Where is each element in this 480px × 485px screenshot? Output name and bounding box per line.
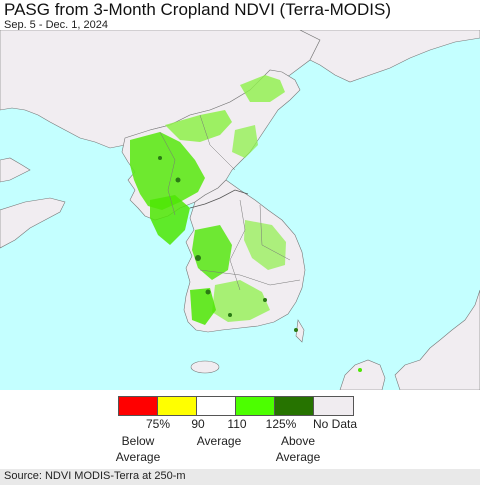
legend-average-label: Average (196, 434, 242, 448)
legend-swatch-yellow (158, 397, 197, 415)
cropland-patches (130, 75, 362, 372)
landmass-russia (299, 30, 480, 83)
legend-swatch-green (236, 397, 275, 415)
legend-bar (118, 396, 354, 416)
landmass-china-west (0, 157, 31, 183)
source-credit: Source: NDVI MODIS-Terra at 250-m (4, 470, 186, 482)
map-panel (0, 30, 480, 390)
date-range: Sep. 5 - Dec. 1, 2024 (4, 19, 108, 31)
legend-tick-125: 125% (265, 417, 297, 431)
legend-tick-75: 75% (145, 417, 171, 431)
legend-swatch-nodata (314, 397, 353, 415)
landmass-japan-kyushu (339, 359, 386, 390)
legend-above-average-label: Above Average (275, 434, 321, 464)
legend-no-data-label: No Data (313, 417, 358, 431)
legend-swatch-darkgreen (275, 397, 314, 415)
legend-below-average-label: Below Average (115, 434, 161, 464)
legend-tick-90: 90 (191, 417, 205, 431)
province-borders (159, 114, 301, 291)
legend-tick-110: 110 (227, 417, 247, 431)
page-title: PASG from 3-Month Cropland NDVI (Terra-M… (4, 0, 391, 19)
legend-swatch-red (119, 397, 158, 415)
landmass-shandong (0, 197, 66, 249)
landmass-japan (394, 289, 480, 390)
footer-bar: Source: NDVI MODIS-Terra at 250-m (0, 469, 480, 485)
jeju-island (190, 360, 220, 374)
border-line (189, 189, 249, 209)
legend-swatch-white (197, 397, 236, 415)
